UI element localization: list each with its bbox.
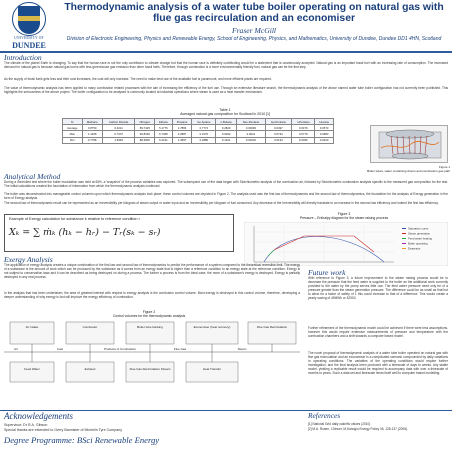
stream-air: Air <box>14 347 18 351</box>
future-paragraph-2: Further refinement of the thermodynamic … <box>308 326 448 338</box>
future-work-heading: Future work <box>308 268 346 277</box>
logo-top-text: UNIVERSITY OF <box>14 36 44 40</box>
cv-economiser: Economiser (heat recovery) <box>194 325 231 329</box>
table-cell: 0.0194 <box>264 136 293 144</box>
table-cell: 0.7788 <box>81 136 103 144</box>
stream-heat-transfer: Heat Transfer <box>203 367 221 371</box>
analytical-paragraph-1: During a controlled test where the boile… <box>4 180 448 188</box>
cv-combustor: Combustor <box>83 325 98 329</box>
fig3-legend-5: Deaerator <box>408 247 421 251</box>
cv-air-intake: Air Intake <box>26 325 39 329</box>
pressure-enthalpy-diagram: Saturation curve Steam generation Feed w… <box>243 221 449 267</box>
fig3-legend-2: Steam generation <box>408 232 431 236</box>
references-heading: References <box>308 411 341 420</box>
boiler-diagram-icon <box>378 129 442 160</box>
table-cell: Min <box>62 136 83 144</box>
table-cell: 0.0396 <box>291 136 316 144</box>
analytical-paragraph-3: The second law of thermodynamic result c… <box>4 201 439 205</box>
table-cell: 0.00032 <box>236 136 266 144</box>
cv-boiler-tube-banking: Boiler tube banking <box>137 325 163 329</box>
table-cell: 0.2880 <box>191 136 217 144</box>
stream-fgr: Flue Gas Recirculation Stream <box>130 367 171 371</box>
gas-composition-table: % Methane Carbon Dioxide Nitrogen Ethane Prop… <box>62 117 334 144</box>
table-1-caption: Table 1 Averaged natural gas composition… <box>180 108 270 116</box>
equation-label: Example of Exergy calculation for substa… <box>9 217 140 221</box>
table-cell: 1.4957 <box>171 136 193 144</box>
fig3-legend-3: Feed water heating <box>408 237 432 241</box>
intro-paragraph-3: The value of thermodynamic analysis has … <box>4 86 448 94</box>
logo-ring-icon <box>12 2 46 36</box>
introduction-heading: Introduction <box>4 53 42 62</box>
control-volume-diagram: Air Intake Combustor Boiler tube banking… <box>4 321 300 383</box>
table-cell: 88.4800 <box>134 136 156 144</box>
logo-word: DUNDEE <box>12 41 46 50</box>
boiler-figure <box>370 125 448 163</box>
reference-1: [1] National Grid daily calorific values… <box>308 422 371 426</box>
fig3-legend-4: Boiler operating <box>408 242 428 246</box>
table-row: Min 0.7788 1.8439 88.4800 6.2151 1.4957 0.2880… <box>62 136 334 144</box>
intro-paragraph-2: As the supply of fossil fuels gets less … <box>4 77 272 81</box>
future-paragraph-1: With reference to Figure 3, a future imp… <box>308 276 448 300</box>
control-volume-figure: Air Intake Combustor Boiler tube banking… <box>4 318 300 388</box>
footer-divider <box>0 410 452 411</box>
figure-2-caption: Figure 2 Control volumes for the thermod… <box>112 310 186 319</box>
table-cell: 0.0220 <box>314 136 334 144</box>
stream-steam: Steam <box>238 347 247 351</box>
table-cell: 1.8439 <box>101 136 136 144</box>
poster-header: UNIVERSITY OF DUNDEE Thermodynamic analy… <box>0 0 452 60</box>
shield-icon <box>18 6 40 34</box>
exergy-analysis-heading: Exergy Analysis <box>4 255 53 264</box>
header-divider <box>0 51 452 53</box>
future-paragraph-3: The novel proposal of thermodynamic anal… <box>308 351 448 375</box>
affiliation: Division of Electronic Engineering, Phys… <box>66 36 442 42</box>
exergy-paragraph-2: In the analysis that has been undertaken… <box>4 291 300 299</box>
fig3-legend-1: Saturation curve <box>408 227 429 231</box>
stream-flue-gas: Flue Gas <box>174 347 187 351</box>
stream-fuel: Fuel <box>57 347 63 351</box>
degree-programme: Degree Programme: BSci Renewable Energy <box>4 435 160 445</box>
exergy-paragraph-1: The application of exergy analysis creat… <box>4 263 300 279</box>
stream-products: Products of Combustion <box>104 347 136 351</box>
reference-2: [2] M.A. Rosen, I.Dincer, M.Kanoglu Ener… <box>308 427 408 431</box>
exergy-equation: Xₖ = ∑ ṁₖ (hₖ − hᵣ) − Tᵣ(sₖ − sᵣ) <box>9 227 161 238</box>
figure-3-caption: Figure 3 Pressure – Enthalpy diagram for… <box>299 212 389 221</box>
table-cell: 6.2151 <box>154 136 173 144</box>
analytical-paragraph-2: The boiler was deconstructed into manage… <box>4 192 448 200</box>
university-logo: UNIVERSITY OF DUNDEE <box>4 2 54 52</box>
pressure-enthalpy-figure: Saturation curve Steam generation Feed w… <box>243 221 449 267</box>
author-name: Fraser McGill <box>231 26 277 35</box>
stream-exhaust: Exhaust <box>85 367 96 371</box>
table-cell: 0.1321 <box>215 136 238 144</box>
poster-title: Thermodynamic analysis of a water tube b… <box>64 2 444 25</box>
acknowledgements-heading: Acknowledgements <box>4 411 73 421</box>
exergy-equation-box: Example of Exergy calculation for substa… <box>4 214 234 252</box>
analytical-method-heading: Analytical Method <box>4 172 61 181</box>
thanks-line: Special thanks are extended to Gerry Ban… <box>4 428 122 432</box>
cv-flue-gas-recirculation: Flue Gas Recirculation <box>257 325 288 329</box>
intro-paragraph-1: The climate of the planet Earth is chang… <box>4 61 448 69</box>
figure-1-caption: Figure 1 Boiler tubes, water containing … <box>367 165 450 173</box>
stream-feed-water: Feed Water <box>24 367 40 371</box>
supervisor-line: Supervisor: Dr R.A. Gibson <box>4 423 48 427</box>
